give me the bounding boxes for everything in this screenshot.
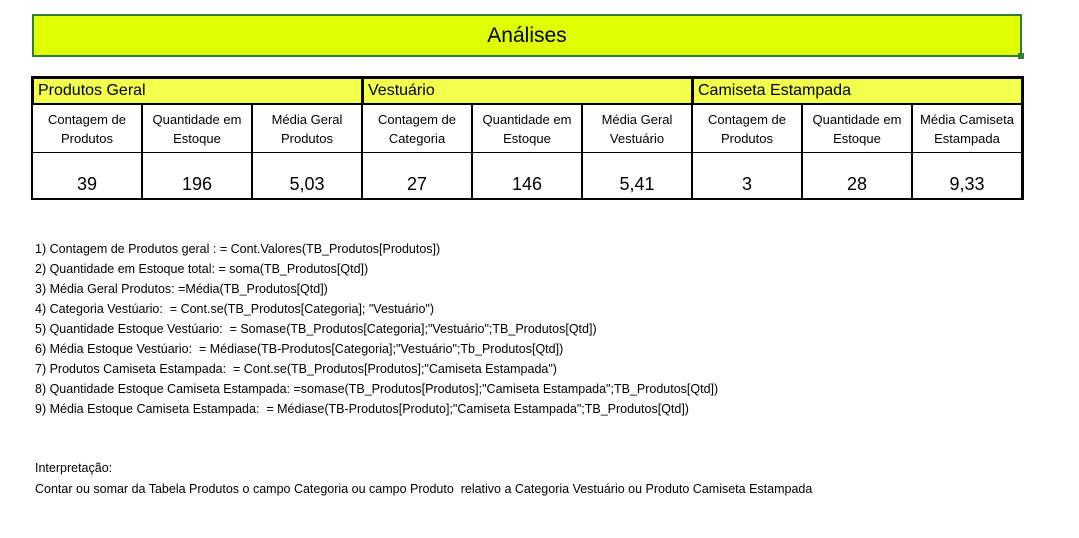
formula-line: 2) Quantidade em Estoque total: = soma(T… — [35, 262, 369, 276]
group-header: Camiseta Estampada — [692, 77, 1023, 105]
column-header: Contagem de Categoria — [362, 104, 472, 153]
title: Análises — [32, 14, 1022, 57]
value-cell: 27 — [362, 152, 472, 199]
value-cell: 5,41 — [582, 152, 692, 199]
group-header: Produtos Geral — [32, 77, 363, 105]
value-cell: 146 — [472, 152, 582, 199]
interpretation-text: Contar ou somar da Tabela Produtos o cam… — [35, 482, 813, 496]
value-cell: 28 — [802, 152, 912, 199]
formula-line: 6) Média Estoque Vestúario: = Médiase(TB… — [35, 342, 564, 356]
column-header: Média Camiseta Estampada — [912, 104, 1022, 153]
column-header: Quantidade em Estoque — [472, 104, 582, 153]
column-header: Contagem de Produtos — [692, 104, 802, 153]
column-header: Média Geral Produtos — [252, 104, 362, 153]
value-cell: 196 — [142, 152, 252, 199]
formula-line: 8) Quantidade Estoque Camiseta Estampada… — [35, 382, 719, 396]
fill-handle[interactable] — [1018, 53, 1024, 59]
column-header: Média Geral Vestuário — [582, 104, 692, 153]
value-cell: 9,33 — [912, 152, 1022, 199]
column-header: Quantidade em Estoque — [142, 104, 252, 153]
value-cell: 39 — [32, 152, 142, 199]
column-header: Contagem de Produtos — [32, 104, 142, 153]
formula-line: 7) Produtos Camiseta Estampada: = Cont.s… — [35, 362, 557, 376]
formula-line: 4) Categoria Vestúario: = Cont.se(TB_Pro… — [35, 302, 435, 316]
formula-line: 9) Média Estoque Camiseta Estampada: = M… — [35, 402, 689, 416]
formula-line: 1) Contagem de Produtos geral : = Cont.V… — [35, 242, 441, 256]
column-header: Quantidade em Estoque — [802, 104, 912, 153]
value-cell: 3 — [692, 152, 802, 199]
formula-line: 5) Quantidade Estoque Vestúario: = Somas… — [35, 322, 597, 336]
formula-line: 3) Média Geral Produtos: =Média(TB_Produ… — [35, 282, 328, 296]
value-cell: 5,03 — [252, 152, 362, 199]
group-header: Vestuário — [362, 77, 693, 105]
interpretation-label: Interpretação: — [35, 461, 113, 475]
